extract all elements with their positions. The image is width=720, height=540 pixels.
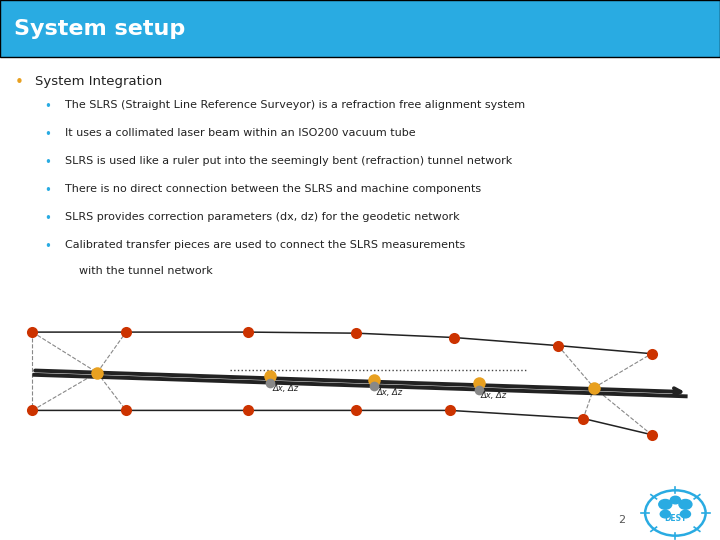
Text: The SLRS (Straight Line Reference Surveyor) is a refraction free alignment syste: The SLRS (Straight Line Reference Survey… <box>65 100 525 110</box>
Text: 2: 2 <box>618 515 625 525</box>
Circle shape <box>659 500 672 509</box>
Text: SLRS is used like a ruler put into the seemingly bent (refraction) tunnel networ: SLRS is used like a ruler put into the s… <box>65 156 512 166</box>
Text: It uses a collimated laser beam within an ISO200 vacuum tube: It uses a collimated laser beam within a… <box>65 128 415 138</box>
Text: •: • <box>14 75 23 90</box>
Text: System Integration: System Integration <box>35 75 162 87</box>
Text: Calibrated transfer pieces are used to connect the SLRS measurements: Calibrated transfer pieces are used to c… <box>65 240 465 251</box>
Text: System setup: System setup <box>14 18 186 39</box>
Text: Δx, Δz: Δx, Δz <box>272 384 298 394</box>
Circle shape <box>679 500 692 509</box>
Text: •: • <box>45 184 52 197</box>
Text: SLRS provides correction parameters (dx, dz) for the geodetic network: SLRS provides correction parameters (dx,… <box>65 212 459 222</box>
Text: Δx, Δz: Δx, Δz <box>377 388 402 397</box>
Text: with the tunnel network: with the tunnel network <box>65 266 212 276</box>
Circle shape <box>660 510 670 518</box>
Text: •: • <box>45 156 52 169</box>
FancyBboxPatch shape <box>0 0 720 57</box>
Text: DESY: DESY <box>664 514 687 523</box>
Circle shape <box>680 510 690 518</box>
Text: •: • <box>45 212 52 225</box>
Text: There is no direct connection between the SLRS and machine components: There is no direct connection between th… <box>65 184 481 194</box>
Text: •: • <box>45 100 52 113</box>
Text: •: • <box>45 128 52 141</box>
Text: Δx, Δz: Δx, Δz <box>481 391 507 400</box>
Circle shape <box>670 496 680 504</box>
Text: •: • <box>45 240 52 253</box>
